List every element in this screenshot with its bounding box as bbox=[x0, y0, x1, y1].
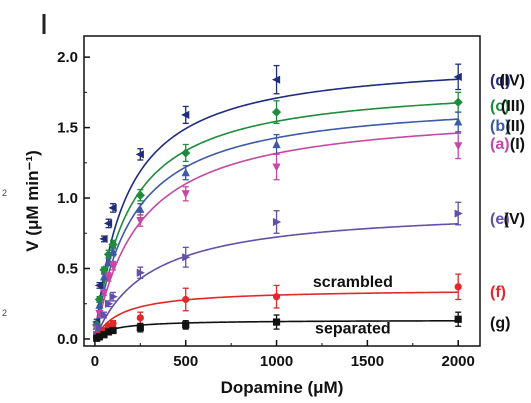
series-labels: (d)(IV) (c)(III) (b)(II)(a) (I) (e)(V) (f) (g)… bbox=[313, 73, 525, 338]
series-label-c: (c) bbox=[490, 98, 510, 115]
data-point-g bbox=[182, 321, 190, 329]
series-roman-c: (III) bbox=[501, 98, 525, 115]
data-point-c bbox=[453, 97, 463, 107]
data-point-f bbox=[454, 283, 462, 291]
data-point-e bbox=[182, 253, 191, 262]
data-point-g bbox=[136, 324, 144, 332]
data-point-e bbox=[104, 299, 114, 308]
y-tick-label: 1.5 bbox=[57, 120, 78, 137]
data-point-a bbox=[104, 273, 113, 282]
data-point-g bbox=[454, 315, 462, 323]
data-point-b bbox=[95, 300, 104, 309]
data-point-c bbox=[181, 148, 191, 158]
data-point-g bbox=[104, 328, 113, 336]
data-point-a bbox=[136, 216, 145, 226]
data-point-b bbox=[99, 272, 109, 281]
data-point-g bbox=[100, 331, 108, 339]
data-point-f bbox=[136, 314, 144, 322]
data-point-b bbox=[272, 139, 281, 149]
data-point-f bbox=[109, 319, 117, 328]
series-label-g: (g) bbox=[490, 315, 510, 332]
series-label-e: (e) bbox=[490, 211, 510, 228]
axes: 0 500 1000 1500 2000 0.0 0.5 1.0 1.5 2.0 bbox=[57, 49, 475, 370]
series-label-f: (f) bbox=[490, 284, 506, 301]
y-tick-label: 0.0 bbox=[57, 331, 78, 348]
y-tick-label: 1.0 bbox=[57, 190, 78, 207]
data-point-e bbox=[100, 310, 109, 320]
x-axis-title: Dopamine (μM) bbox=[221, 378, 344, 397]
data-point-g bbox=[95, 333, 104, 341]
series-label-a: (a) bbox=[490, 136, 510, 153]
data-point-d bbox=[94, 281, 104, 290]
data-point-b bbox=[181, 168, 190, 177]
fit-curve-e bbox=[94, 222, 459, 340]
x-tick-label: 1500 bbox=[351, 353, 384, 370]
data-point-c bbox=[99, 265, 109, 275]
data-point-b bbox=[136, 204, 145, 213]
data-point-c bbox=[94, 294, 105, 305]
plot-frame bbox=[83, 35, 481, 347]
data-point-a bbox=[108, 262, 118, 271]
annotation-scrambled: scrambled bbox=[313, 274, 393, 291]
data-point-d bbox=[108, 203, 117, 213]
x-tick-label: 2000 bbox=[442, 353, 475, 370]
data-point-e bbox=[454, 209, 463, 218]
data-point-c bbox=[108, 239, 118, 250]
stray-mark-upper: 2 bbox=[2, 188, 7, 198]
data-point-d bbox=[453, 72, 462, 81]
data-points bbox=[92, 72, 463, 342]
data-point-d bbox=[181, 110, 190, 120]
data-point-g bbox=[272, 318, 281, 326]
x-tick-label: 1000 bbox=[260, 353, 293, 370]
series-label-d: (d) bbox=[490, 73, 510, 90]
data-point-d bbox=[271, 75, 281, 84]
data-point-d bbox=[103, 219, 113, 228]
data-point-d bbox=[135, 150, 144, 159]
fit-curve-d bbox=[94, 78, 459, 340]
y-axis-title: V (μM min⁻¹) bbox=[23, 150, 42, 252]
series-roman-e: (V) bbox=[504, 211, 525, 228]
x-tick-label: 500 bbox=[173, 353, 198, 370]
data-point-d bbox=[99, 234, 108, 244]
data-point-a bbox=[454, 142, 463, 151]
data-point-c bbox=[135, 190, 145, 200]
y-tick-label: 2.0 bbox=[57, 49, 78, 66]
data-point-e bbox=[95, 323, 105, 332]
data-point-b bbox=[108, 246, 118, 256]
data-point-f bbox=[272, 293, 281, 301]
data-point-a bbox=[181, 190, 190, 199]
stray-mark-lower: 2 bbox=[2, 308, 7, 318]
data-point-b bbox=[454, 117, 463, 126]
data-point-e bbox=[272, 217, 282, 227]
data-point-e bbox=[109, 292, 118, 301]
data-point-e bbox=[136, 268, 145, 277]
y-tick-label: 0.5 bbox=[57, 261, 78, 278]
data-point-a bbox=[272, 163, 281, 172]
series-roman-b: (II) bbox=[505, 118, 525, 135]
x-tick-label: 0 bbox=[91, 353, 99, 370]
data-point-a bbox=[99, 288, 109, 298]
data-point-f bbox=[182, 295, 190, 304]
data-point-c bbox=[271, 107, 282, 117]
series-roman-a: (I) bbox=[510, 136, 525, 153]
series-roman-d: (IV) bbox=[499, 73, 525, 90]
annotation-separated: separated bbox=[315, 320, 391, 337]
data-point-g bbox=[109, 326, 117, 335]
series-label-b: (b) bbox=[490, 118, 510, 135]
